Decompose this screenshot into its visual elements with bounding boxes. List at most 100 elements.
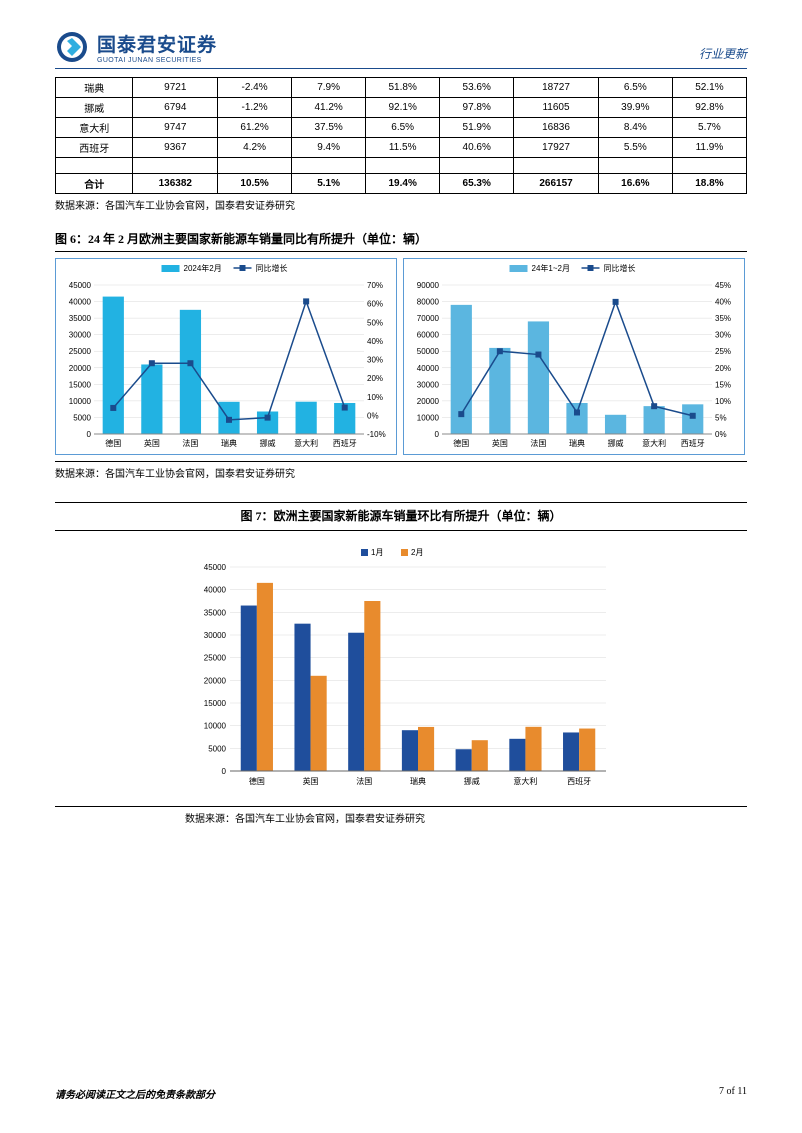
svg-text:法国: 法国 [530, 438, 546, 448]
figure-7: 0500010000150002000025000300003500040000… [55, 537, 747, 807]
footer-disclaimer: 请务必阅读正文之后的免责条款部分 [55, 1086, 215, 1101]
figure-7-title: 图 7：欧洲主要国家新能源车销量环比有所提升（单位：辆） [55, 502, 747, 531]
table-cell: 61.2% [218, 118, 292, 138]
svg-text:45000: 45000 [69, 281, 92, 290]
svg-text:20%: 20% [715, 364, 731, 373]
table-cell: 19.4% [366, 174, 440, 194]
svg-text:德国: 德国 [105, 438, 121, 448]
svg-text:德国: 德国 [453, 438, 469, 448]
svg-text:40000: 40000 [69, 298, 92, 307]
footer-page-number: 7 of 11 [719, 1086, 747, 1101]
table-cell: 西班牙 [56, 138, 133, 158]
table-cell: 意大利 [56, 118, 133, 138]
table-cell: 92.1% [366, 98, 440, 118]
svg-text:0%: 0% [367, 411, 379, 420]
table-row: 合计13638210.5%5.1%19.4%65.3%26615716.6%18… [56, 174, 747, 194]
page-footer: 请务必阅读正文之后的免责条款部分 7 of 11 [55, 1086, 747, 1101]
table-cell: 10.5% [218, 174, 292, 194]
figure-6-left-chart: 0500010000150002000025000300003500040000… [55, 258, 397, 455]
table-cell: 9.4% [292, 138, 366, 158]
svg-text:意大利: 意大利 [294, 438, 318, 448]
table-cell: 40.6% [440, 138, 514, 158]
svg-text:同比增长: 同比增长 [604, 263, 636, 273]
table-cell: 16.6% [598, 174, 672, 194]
svg-text:40000: 40000 [204, 586, 227, 595]
svg-text:5%: 5% [715, 413, 727, 422]
svg-text:10000: 10000 [417, 413, 440, 422]
table-row: 挪威6794-1.2%41.2%92.1%97.8%1160539.9%92.8… [56, 98, 747, 118]
svg-text:0: 0 [222, 767, 227, 776]
svg-text:30000: 30000 [69, 331, 92, 340]
table-cell: 4.2% [218, 138, 292, 158]
table-cell: 6794 [133, 98, 218, 118]
page-header: 国泰君安证券 GUOTAI JUNAN SECURITIES 行业更新 [55, 30, 747, 69]
svg-text:80000: 80000 [417, 298, 440, 307]
svg-text:25000: 25000 [204, 654, 227, 663]
table-cell: 53.6% [440, 78, 514, 98]
table-cell: 11605 [514, 98, 599, 118]
brand-name-cn: 国泰君安证券 [97, 30, 217, 57]
svg-text:法国: 法国 [356, 776, 372, 786]
svg-text:24年1~2月: 24年1~2月 [532, 263, 570, 273]
table-cell: 37.5% [292, 118, 366, 138]
table-cell: 9747 [133, 118, 218, 138]
svg-text:挪威: 挪威 [608, 438, 624, 448]
doc-type-label: 行业更新 [699, 45, 747, 64]
svg-text:意大利: 意大利 [513, 776, 537, 786]
table-cell [133, 158, 218, 174]
table-cell: 8.4% [598, 118, 672, 138]
table-row: 意大利974761.2%37.5%6.5%51.9%168368.4%5.7% [56, 118, 747, 138]
svg-text:10%: 10% [715, 397, 731, 406]
svg-text:45%: 45% [715, 281, 731, 290]
table-cell: 11.9% [672, 138, 746, 158]
svg-text:同比增长: 同比增长 [256, 263, 288, 273]
table-cell: 挪威 [56, 98, 133, 118]
svg-text:法国: 法国 [182, 438, 198, 448]
table-cell: 16836 [514, 118, 599, 138]
table-source: 数据来源：各国汽车工业协会官网，国泰君安证券研究 [55, 197, 747, 212]
svg-text:西班牙: 西班牙 [681, 438, 705, 448]
svg-text:50%: 50% [367, 318, 383, 327]
table-cell: 9721 [133, 78, 218, 98]
table-row [56, 158, 747, 174]
table-cell [514, 158, 599, 174]
table-cell: 97.8% [440, 98, 514, 118]
table-cell: 266157 [514, 174, 599, 194]
table-cell: 18727 [514, 78, 599, 98]
svg-text:意大利: 意大利 [642, 438, 666, 448]
table-cell: 17927 [514, 138, 599, 158]
table-cell: 5.5% [598, 138, 672, 158]
svg-text:20000: 20000 [69, 364, 92, 373]
table-cell: 52.1% [672, 78, 746, 98]
table-cell: 51.9% [440, 118, 514, 138]
country-data-table: 瑞典9721-2.4%7.9%51.8%53.6%187276.5%52.1%挪… [55, 77, 747, 194]
table-cell: 51.8% [366, 78, 440, 98]
table-row: 西班牙93674.2%9.4%11.5%40.6%179275.5%11.9% [56, 138, 747, 158]
brand-logo: 国泰君安证券 GUOTAI JUNAN SECURITIES [55, 30, 217, 64]
figure-6: 图 6：24 年 2 月欧洲主要国家新能源车销量同比有所提升（单位：辆） 050… [55, 230, 747, 480]
svg-text:15000: 15000 [204, 699, 227, 708]
svg-text:西班牙: 西班牙 [333, 438, 357, 448]
svg-text:30%: 30% [367, 356, 383, 365]
svg-text:2月: 2月 [411, 548, 423, 557]
svg-text:30000: 30000 [417, 380, 440, 389]
table-cell: 9367 [133, 138, 218, 158]
svg-text:40000: 40000 [417, 364, 440, 373]
svg-text:0%: 0% [715, 430, 727, 439]
figure-7-source: 数据来源：各国汽车工业协会官网，国泰君安证券研究 [185, 810, 747, 825]
svg-text:德国: 德国 [249, 776, 265, 786]
svg-text:10%: 10% [367, 393, 383, 402]
table-cell: 6.5% [366, 118, 440, 138]
svg-text:瑞典: 瑞典 [221, 438, 237, 448]
table-cell: 6.5% [598, 78, 672, 98]
svg-text:0: 0 [435, 430, 440, 439]
svg-text:15%: 15% [715, 380, 731, 389]
svg-text:20000: 20000 [204, 676, 227, 685]
svg-text:40%: 40% [715, 298, 731, 307]
svg-text:25%: 25% [715, 347, 731, 356]
svg-text:1月: 1月 [371, 548, 383, 557]
table-cell [56, 158, 133, 174]
svg-text:35000: 35000 [204, 608, 227, 617]
logo-icon [55, 30, 89, 64]
table-cell [218, 158, 292, 174]
